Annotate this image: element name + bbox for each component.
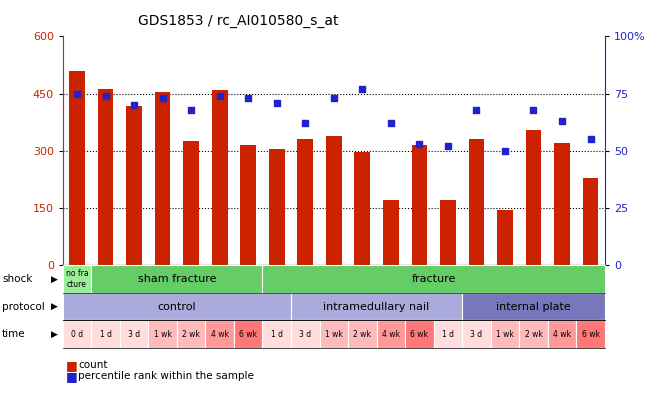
Text: 4 wk: 4 wk <box>382 330 400 339</box>
Bar <box>269 149 285 265</box>
Bar <box>126 106 142 265</box>
Bar <box>554 143 570 265</box>
Point <box>500 148 510 154</box>
Bar <box>354 151 370 265</box>
Point <box>528 107 539 113</box>
Text: 2 wk: 2 wk <box>525 330 543 339</box>
Text: 2 wk: 2 wk <box>182 330 200 339</box>
Bar <box>440 200 456 265</box>
Point <box>357 86 368 92</box>
Bar <box>297 139 313 265</box>
Text: ▶: ▶ <box>52 302 58 311</box>
Point <box>471 107 482 113</box>
Bar <box>497 210 513 265</box>
Text: 1 d: 1 d <box>100 330 112 339</box>
Point <box>157 95 168 102</box>
Bar <box>469 139 485 265</box>
Text: count: count <box>78 360 108 370</box>
Text: 3 d: 3 d <box>299 330 311 339</box>
Point <box>443 143 453 149</box>
Point <box>72 90 83 97</box>
Text: 1 d: 1 d <box>442 330 454 339</box>
Bar <box>98 89 114 265</box>
Text: time: time <box>2 329 26 339</box>
Text: 2 wk: 2 wk <box>354 330 371 339</box>
Point <box>557 118 567 124</box>
Text: no fra
cture: no fra cture <box>65 269 89 289</box>
Point <box>129 102 139 108</box>
Text: ■: ■ <box>66 359 78 372</box>
Bar <box>183 141 199 265</box>
Text: intramedullary nail: intramedullary nail <box>323 302 430 311</box>
Text: internal plate: internal plate <box>496 302 571 311</box>
Point <box>272 100 282 106</box>
Text: protocol: protocol <box>2 302 45 311</box>
Text: 6 wk: 6 wk <box>582 330 600 339</box>
Point <box>385 120 396 127</box>
Bar <box>155 92 171 265</box>
Text: ■: ■ <box>66 370 78 383</box>
Text: 1 d: 1 d <box>271 330 283 339</box>
Bar <box>412 145 427 265</box>
Point <box>300 120 311 127</box>
Bar <box>241 145 256 265</box>
Text: 1 wk: 1 wk <box>154 330 172 339</box>
Text: shock: shock <box>2 274 32 284</box>
Bar <box>383 200 399 265</box>
Text: fracture: fracture <box>411 274 456 284</box>
Point <box>585 136 596 143</box>
Bar <box>525 130 541 265</box>
Point <box>214 93 225 99</box>
Text: 0 d: 0 d <box>71 330 83 339</box>
Text: 4 wk: 4 wk <box>211 330 229 339</box>
Text: control: control <box>157 302 196 311</box>
Point <box>414 141 424 147</box>
Bar <box>583 177 598 265</box>
Point <box>100 93 111 99</box>
Text: sham fracture: sham fracture <box>137 274 216 284</box>
Bar <box>69 71 85 265</box>
Text: ▶: ▶ <box>52 275 58 284</box>
Text: 6 wk: 6 wk <box>410 330 428 339</box>
Text: 1 wk: 1 wk <box>496 330 514 339</box>
Text: 1 wk: 1 wk <box>325 330 343 339</box>
Point <box>186 107 196 113</box>
Text: 4 wk: 4 wk <box>553 330 571 339</box>
Text: 3 d: 3 d <box>128 330 140 339</box>
Bar <box>326 136 342 265</box>
Text: percentile rank within the sample: percentile rank within the sample <box>78 371 254 381</box>
Point <box>329 95 339 102</box>
Text: 6 wk: 6 wk <box>239 330 257 339</box>
Text: 3 d: 3 d <box>471 330 483 339</box>
Text: ▶: ▶ <box>52 330 58 339</box>
Point <box>243 95 254 102</box>
Text: GDS1853 / rc_AI010580_s_at: GDS1853 / rc_AI010580_s_at <box>137 14 338 28</box>
Bar <box>212 90 227 265</box>
